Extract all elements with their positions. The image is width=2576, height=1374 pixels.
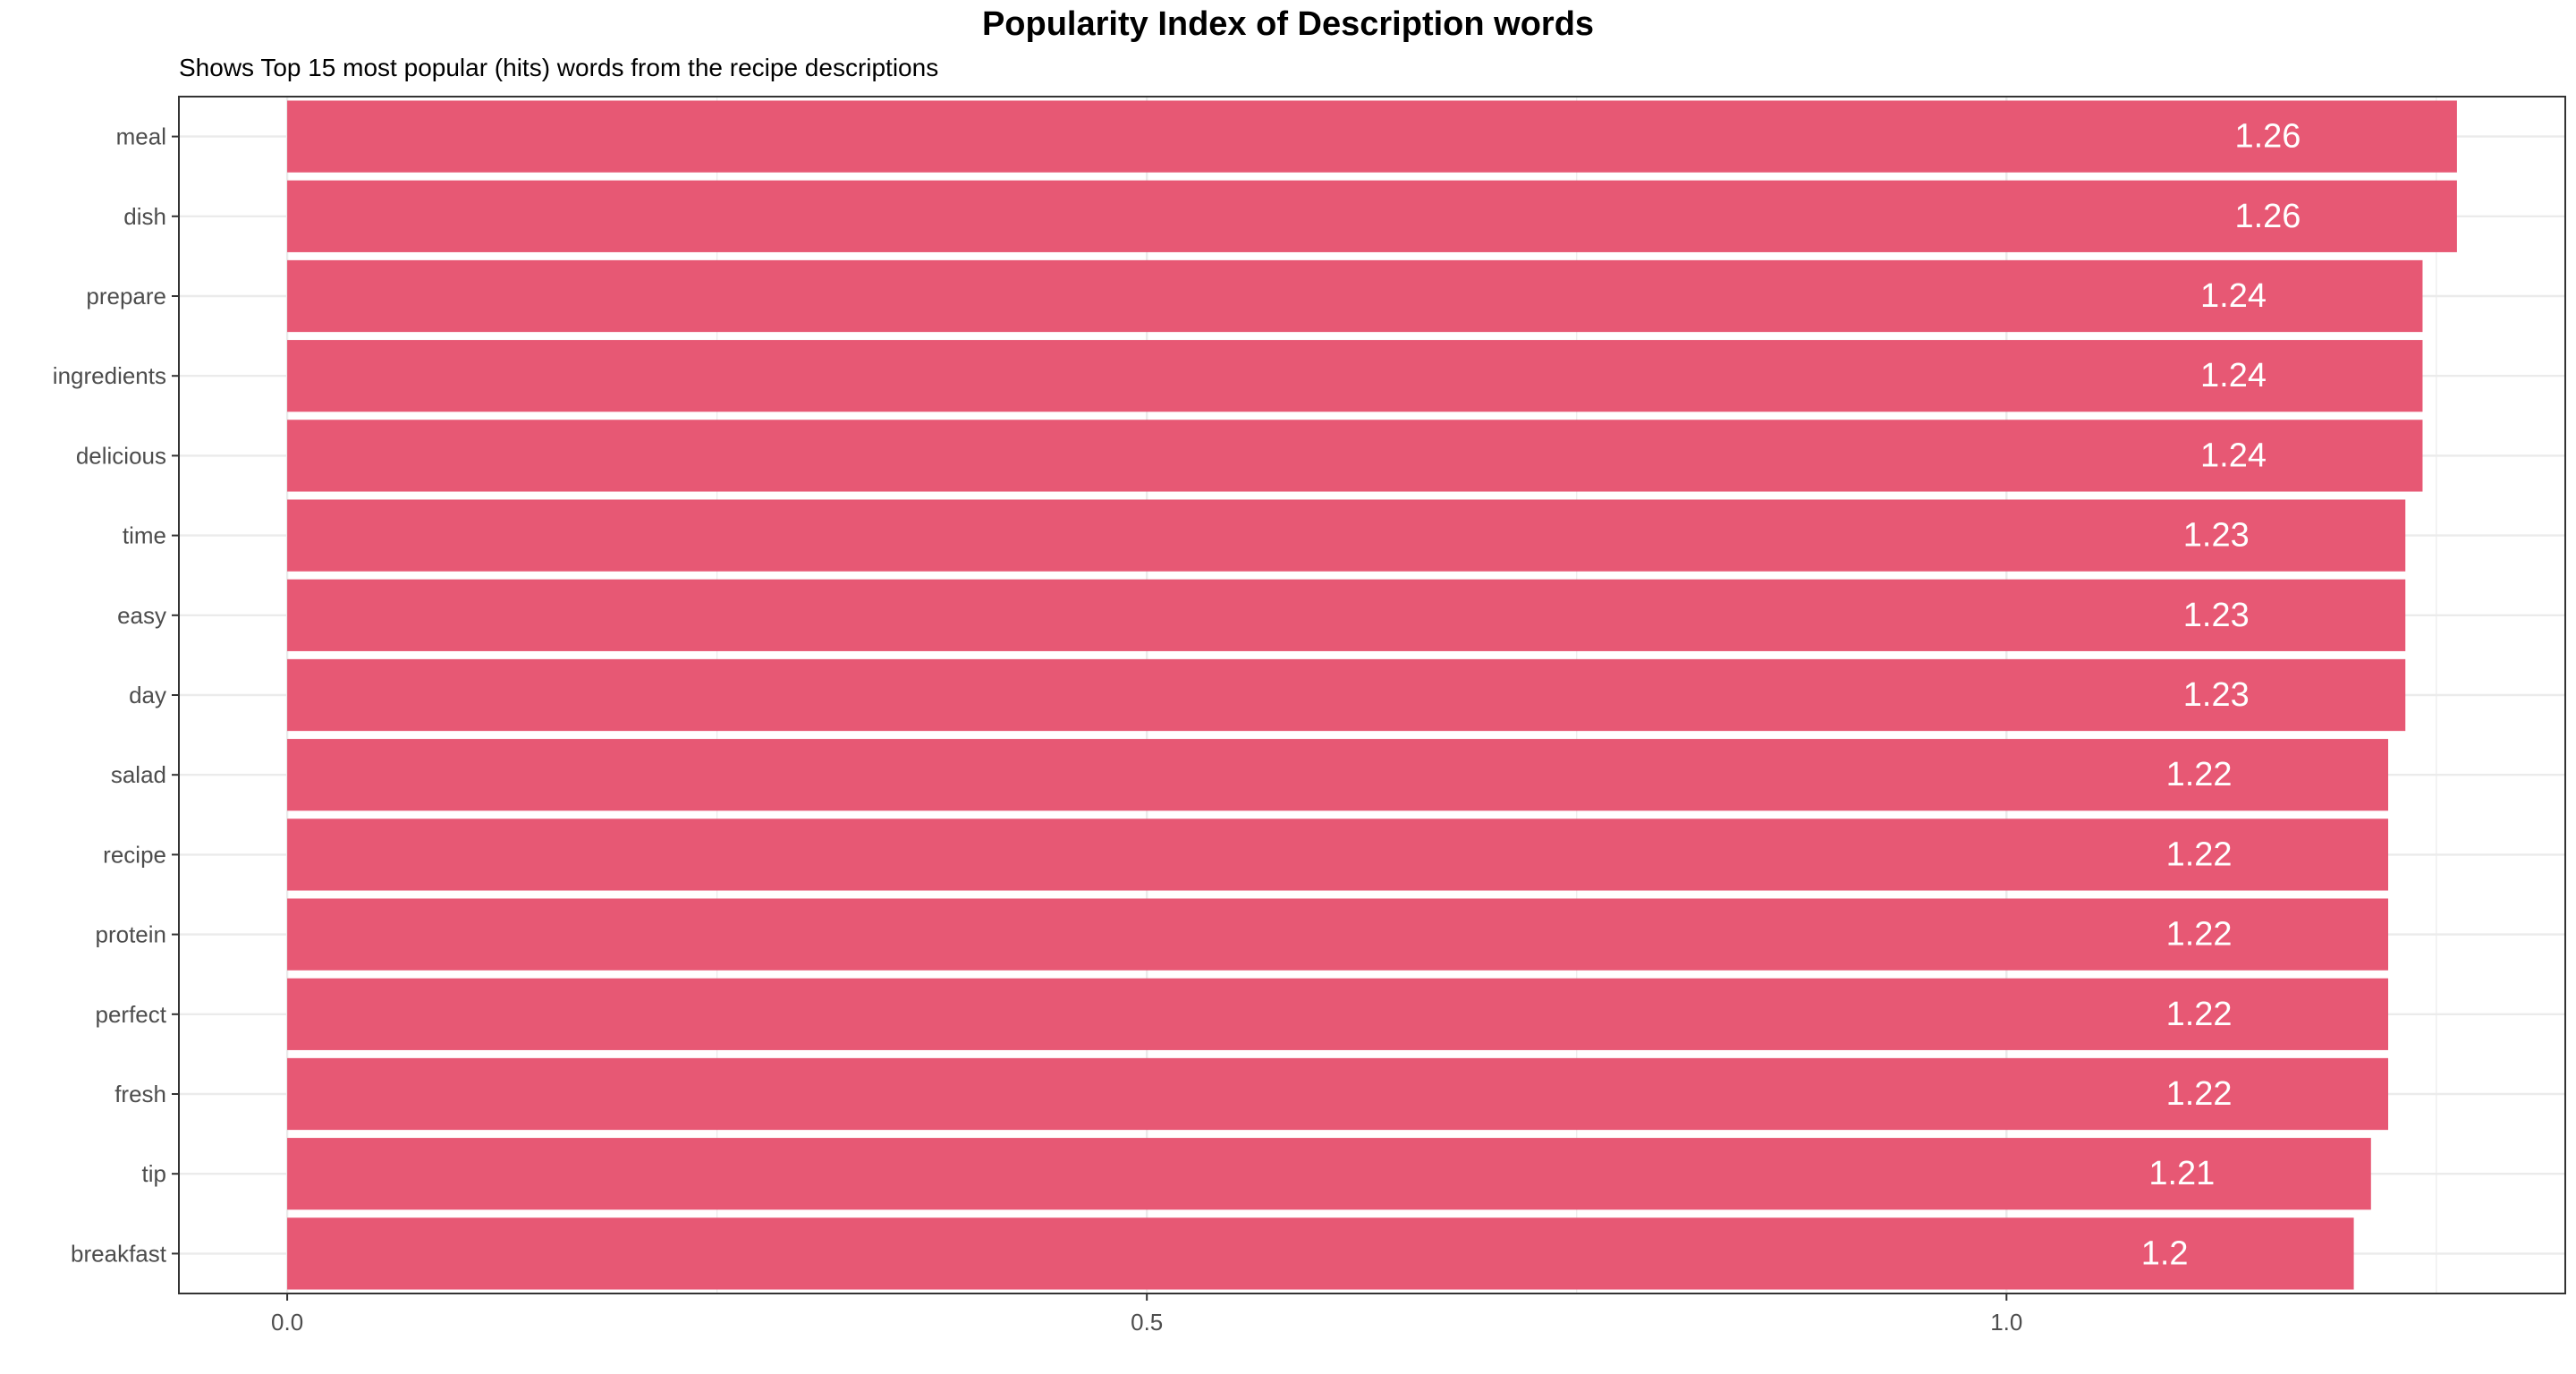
bar-value-label-prepare: 1.24 <box>2200 277 2267 315</box>
bar-value-label-easy: 1.23 <box>2183 597 2250 634</box>
bar-value-label-salad: 1.22 <box>2166 756 2233 793</box>
bar-value-label-fresh: 1.22 <box>2166 1075 2233 1113</box>
bar-tip <box>287 1138 2371 1210</box>
bar-time <box>287 499 2406 572</box>
y-tick-label-fresh: fresh <box>114 1081 166 1107</box>
x-tick-label: 1.0 <box>1990 1309 2022 1336</box>
bar-value-label-protein: 1.22 <box>2166 916 2233 954</box>
bar-prepare <box>287 259 2423 333</box>
y-axis: meal dish prepare ingredients delicious time e… <box>53 123 179 1267</box>
y-tick-label-recipe: recipe <box>103 841 166 868</box>
bar-value-label-breakfast: 1.2 <box>2141 1234 2189 1272</box>
x-axis: 0.0 0.5 1.0 <box>271 1293 2022 1336</box>
bar-meal <box>287 100 2457 173</box>
chart-subtitle: Shows Top 15 most popular (hits) words f… <box>179 54 939 81</box>
bar-value-label-time: 1.23 <box>2183 517 2250 555</box>
bar-value-label-tip: 1.21 <box>2148 1155 2215 1192</box>
bar-ingredients <box>287 340 2423 412</box>
bar-salad <box>287 739 2389 811</box>
bar-value-label-delicious: 1.24 <box>2200 437 2267 474</box>
y-tick-label-time: time <box>123 522 166 549</box>
y-tick-label-perfect: perfect <box>96 1001 167 1028</box>
y-tick-label-meal: meal <box>116 123 166 150</box>
bar-dish <box>287 180 2457 252</box>
bar-fresh <box>287 1057 2389 1131</box>
x-tick-label: 0.0 <box>271 1309 303 1336</box>
bar-value-label-dish: 1.26 <box>2234 198 2301 235</box>
bar-breakfast <box>287 1217 2354 1290</box>
bar-value-label-recipe: 1.22 <box>2166 835 2233 873</box>
chart-title: Popularity Index of Description words <box>981 5 1595 43</box>
bar-protein <box>287 898 2389 971</box>
y-tick-label-salad: salad <box>111 761 166 788</box>
y-tick-label-breakfast: breakfast <box>71 1240 167 1267</box>
y-tick-label-day: day <box>129 682 166 708</box>
bar-easy <box>287 579 2406 651</box>
y-tick-label-easy: easy <box>117 602 166 629</box>
bar-value-label-ingredients: 1.24 <box>2200 357 2267 394</box>
bar-value-labels: 1.26 1.26 1.24 1.24 1.24 1.23 1.23 1.23 1.22 1.22… <box>2141 118 2301 1273</box>
y-tick-label-protein: protein <box>96 921 167 948</box>
bar-day <box>287 658 2406 732</box>
bar-delicious <box>287 420 2423 492</box>
y-tick-label-tip: tip <box>142 1160 166 1187</box>
y-tick-label-prepare: prepare <box>86 283 166 310</box>
y-tick-label-delicious: delicious <box>76 442 166 469</box>
bar-value-label-meal: 1.26 <box>2234 118 2301 156</box>
bar-value-label-perfect: 1.22 <box>2166 996 2233 1033</box>
bar-value-label-day: 1.23 <box>2183 676 2250 714</box>
x-tick-label: 0.5 <box>1131 1309 1163 1336</box>
y-tick-label-dish: dish <box>123 203 166 230</box>
bars <box>287 100 2457 1290</box>
bar-recipe <box>287 818 2389 891</box>
bar-perfect <box>287 978 2389 1050</box>
y-tick-label-ingredients: ingredients <box>53 362 166 389</box>
